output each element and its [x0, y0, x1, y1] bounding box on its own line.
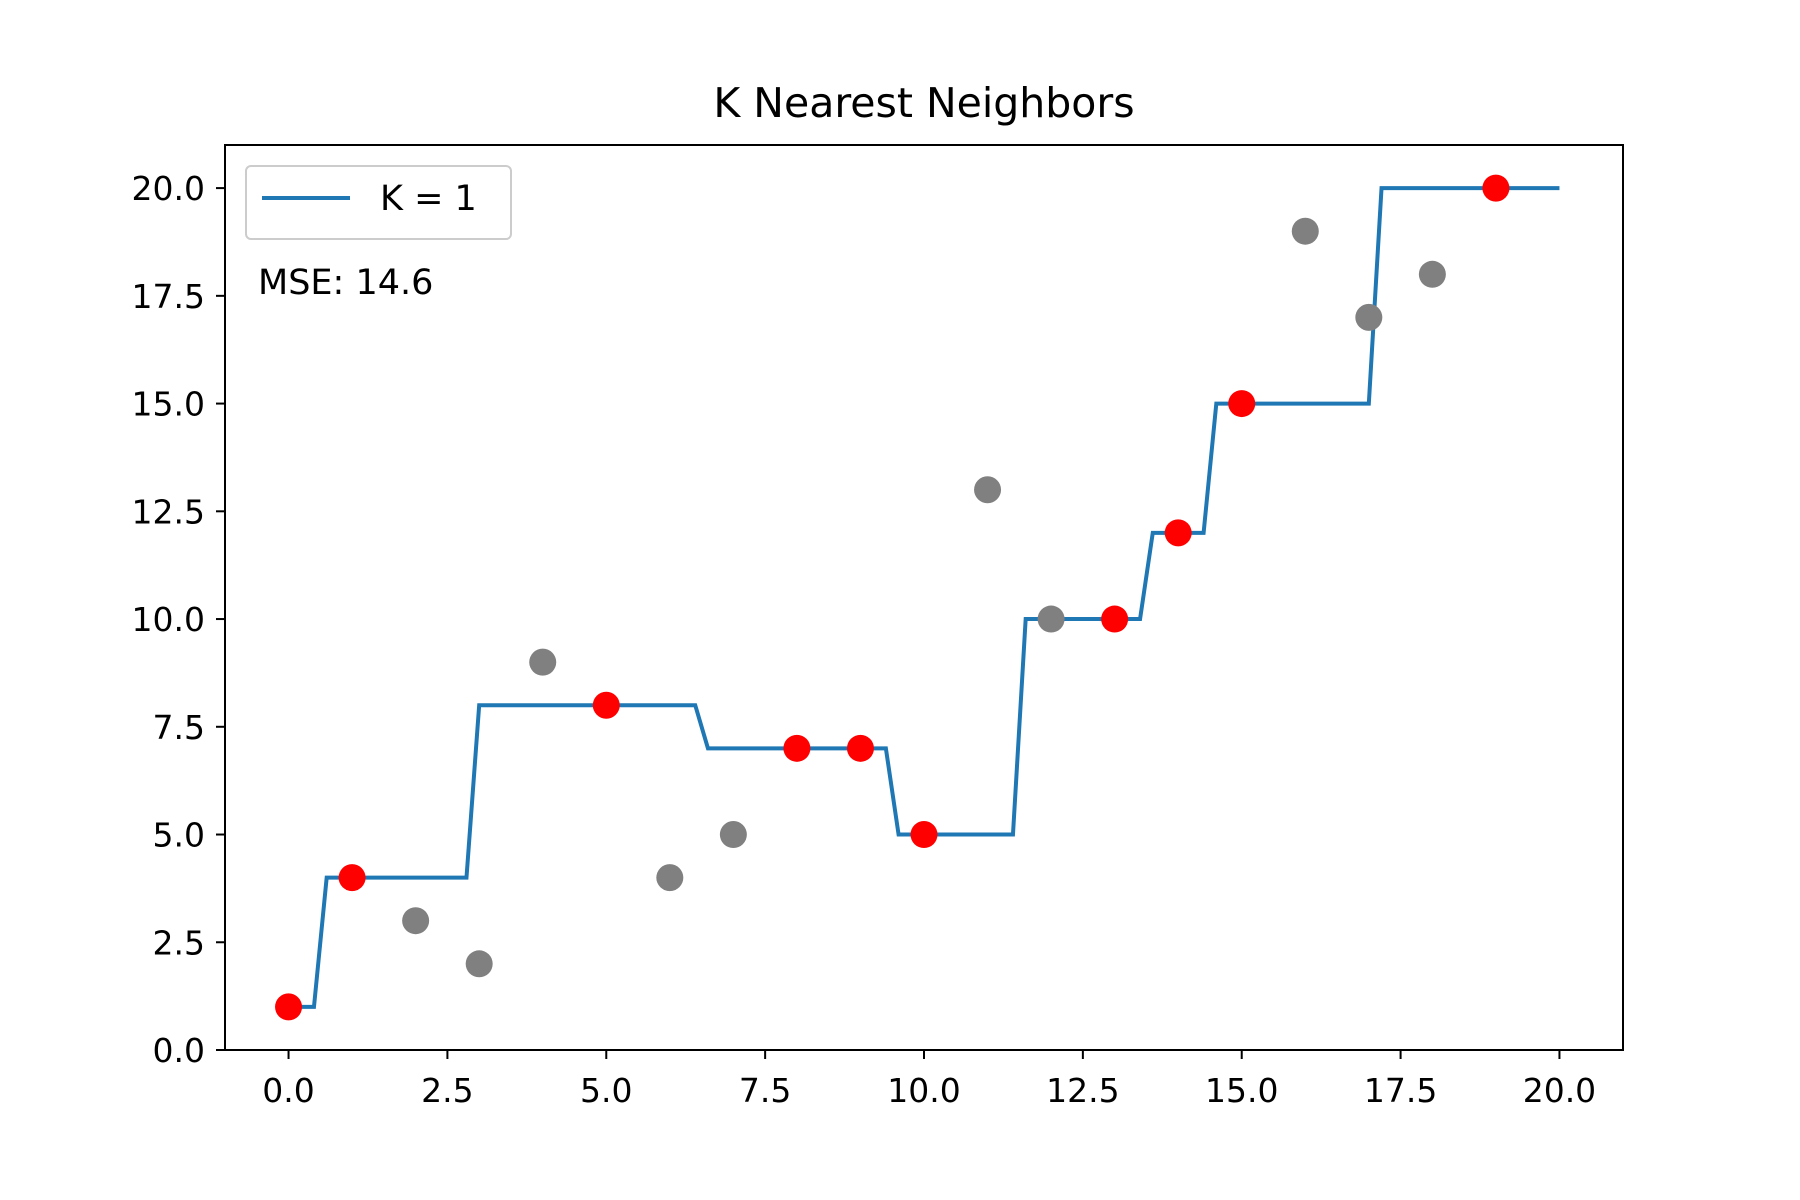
data-point-gray: [719, 821, 747, 849]
x-tick-label: 15.0: [1205, 1071, 1278, 1110]
y-tick-label: 20.0: [132, 169, 205, 208]
sample-point-red: [275, 993, 303, 1021]
y-tick-label: 2.5: [153, 923, 205, 962]
y-tick-label: 10.0: [132, 600, 205, 639]
data-point-gray: [465, 950, 493, 978]
sample-point-red: [1101, 605, 1129, 633]
x-tick-label: 2.5: [421, 1071, 473, 1110]
x-axis-ticks: 0.0 2.5 5.0 7.5 10.0 12.5 15.0 17.5 20.0: [262, 1050, 1596, 1110]
sample-point-red: [1228, 390, 1256, 418]
data-point-gray: [402, 907, 430, 935]
y-tick-label: 7.5: [153, 708, 205, 747]
sample-point-red: [338, 864, 366, 892]
data-point-gray: [1418, 260, 1446, 288]
y-tick-label: 15.0: [132, 385, 205, 424]
data-point-gray: [656, 864, 684, 892]
y-tick-label: 17.5: [132, 277, 205, 316]
y-tick-label: 5.0: [153, 816, 205, 855]
y-tick-label: 12.5: [132, 492, 205, 531]
x-tick-label: 12.5: [1046, 1071, 1119, 1110]
data-point-gray: [529, 648, 557, 676]
data-point-gray: [1291, 217, 1319, 245]
data-point-gray: [1037, 605, 1065, 633]
x-tick-label: 0.0: [262, 1071, 314, 1110]
sample-point-red: [783, 734, 811, 762]
sample-point-red: [1164, 519, 1192, 547]
y-axis-ticks: 0.0 2.5 5.0 7.5 10.0 12.5 15.0 17.5 20.0: [132, 169, 225, 1070]
data-point-gray: [1355, 303, 1383, 331]
chart-title: K Nearest Neighbors: [713, 79, 1134, 127]
legend-label-k1: K = 1: [380, 179, 477, 219]
x-tick-label: 17.5: [1364, 1071, 1437, 1110]
mse-annotation: MSE: 14.6: [258, 263, 433, 303]
sample-point-red: [592, 691, 620, 719]
sample-point-red: [846, 734, 874, 762]
sample-point-red: [1482, 174, 1510, 202]
legend: K = 1: [245, 165, 512, 240]
data-point-gray: [974, 476, 1002, 504]
x-tick-label: 5.0: [580, 1071, 632, 1110]
x-tick-label: 20.0: [1523, 1071, 1596, 1110]
plot-area: [275, 174, 1560, 1021]
x-tick-label: 10.0: [887, 1071, 960, 1110]
legend-box: [245, 165, 512, 240]
y-tick-label: 0.0: [153, 1031, 205, 1070]
x-tick-label: 7.5: [739, 1071, 791, 1110]
sample-point-red: [910, 821, 938, 849]
plot-frame: [224, 144, 1624, 1051]
